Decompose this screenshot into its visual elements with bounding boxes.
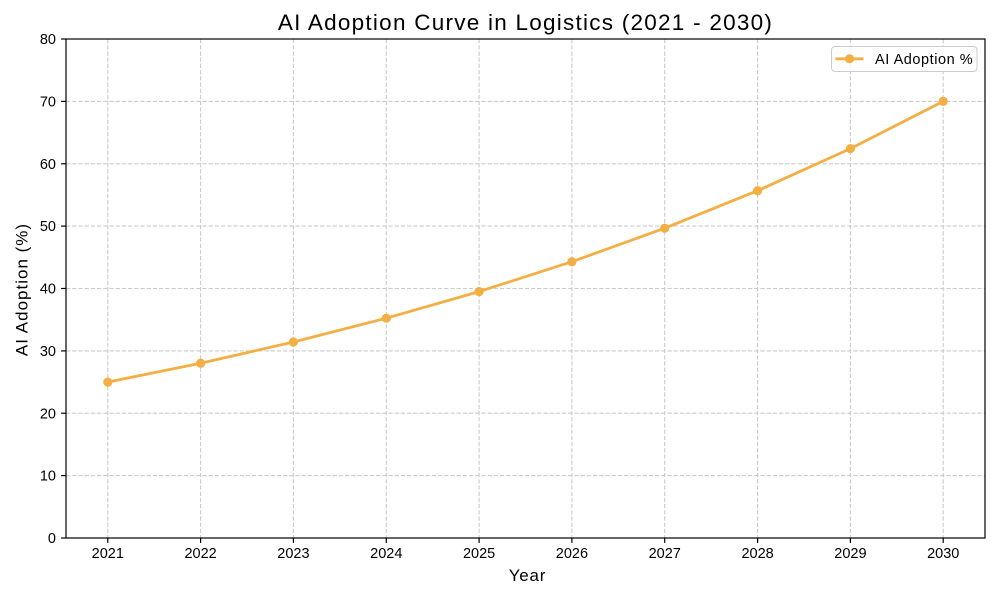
- svg-text:70: 70: [40, 95, 56, 111]
- svg-text:2029: 2029: [834, 546, 866, 562]
- svg-text:40: 40: [40, 282, 56, 298]
- svg-text:2026: 2026: [556, 546, 588, 562]
- svg-text:Year: Year: [509, 566, 547, 585]
- svg-text:20: 20: [40, 406, 56, 422]
- svg-text:30: 30: [40, 344, 56, 360]
- svg-text:2028: 2028: [741, 546, 773, 562]
- svg-text:2022: 2022: [184, 546, 216, 562]
- svg-text:10: 10: [40, 469, 56, 485]
- svg-text:2027: 2027: [649, 546, 681, 562]
- svg-text:2030: 2030: [927, 546, 959, 562]
- svg-text:2021: 2021: [92, 546, 124, 562]
- svg-text:2025: 2025: [463, 546, 495, 562]
- svg-text:AI Adoption %: AI Adoption %: [875, 52, 973, 68]
- svg-text:2024: 2024: [370, 546, 402, 562]
- svg-text:2023: 2023: [277, 546, 309, 562]
- svg-text:0: 0: [48, 531, 56, 547]
- svg-text:AI Adoption Curve in Logistics: AI Adoption Curve in Logistics (2021 - 2…: [278, 10, 773, 35]
- svg-text:80: 80: [40, 32, 56, 48]
- svg-text:60: 60: [40, 157, 56, 173]
- svg-text:AI Adoption (%): AI Adoption (%): [13, 223, 32, 356]
- svg-text:50: 50: [40, 219, 56, 235]
